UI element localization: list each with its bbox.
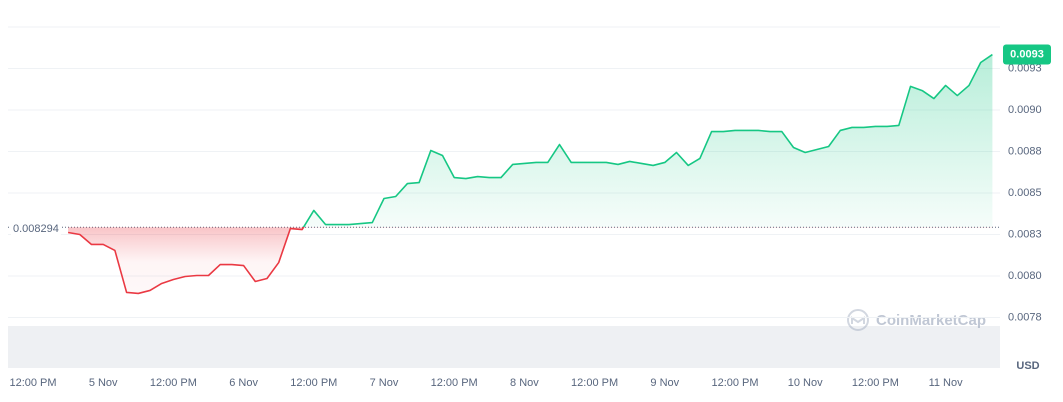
x-tick-label: 12:00 PM (571, 377, 618, 389)
x-tick-label: 11 Nov (929, 377, 964, 389)
y-tick-label: 0.0080 (1008, 270, 1042, 282)
x-tick-label: 12:00 PM (9, 377, 56, 389)
y-tick-label: 0.0078 (1008, 311, 1042, 323)
y-tick-label: 0.0093 (1008, 62, 1042, 74)
baseline-label-bg (11, 222, 61, 237)
x-tick-label: 10 Nov (788, 377, 823, 389)
x-tick-label: 7 Nov (370, 377, 399, 389)
baseline-label: 0.008294 (13, 223, 59, 235)
price-line (67, 53, 993, 295)
volume-band (8, 326, 1000, 368)
x-tick-label: 8 Nov (510, 377, 539, 389)
price-tag (1003, 44, 1051, 65)
area-fill (9, 54, 993, 294)
x-tick-label: 12:00 PM (150, 377, 197, 389)
x-tick-label: 12:00 PM (852, 377, 899, 389)
y-tick-label: 0.0090 (1008, 104, 1042, 116)
watermark-logo (847, 309, 869, 331)
price-tag-label: 0.0093 (1010, 48, 1044, 60)
watermark: CoinMarketCap (876, 312, 986, 329)
currency-label: USD (1016, 360, 1039, 372)
x-tick-label: 12:00 PM (290, 377, 337, 389)
x-tick-label: 12:00 PM (711, 377, 758, 389)
x-tick-label: 6 Nov (229, 377, 258, 389)
x-tick-label: 9 Nov (650, 377, 679, 389)
y-tick-label: 0.0088 (1008, 145, 1042, 157)
y-tick-label: 0.0083 (1008, 228, 1042, 240)
x-tick-label: 12:00 PM (431, 377, 478, 389)
y-tick-label: 0.0085 (1008, 187, 1042, 199)
x-tick-label: 5 Nov (89, 377, 118, 389)
